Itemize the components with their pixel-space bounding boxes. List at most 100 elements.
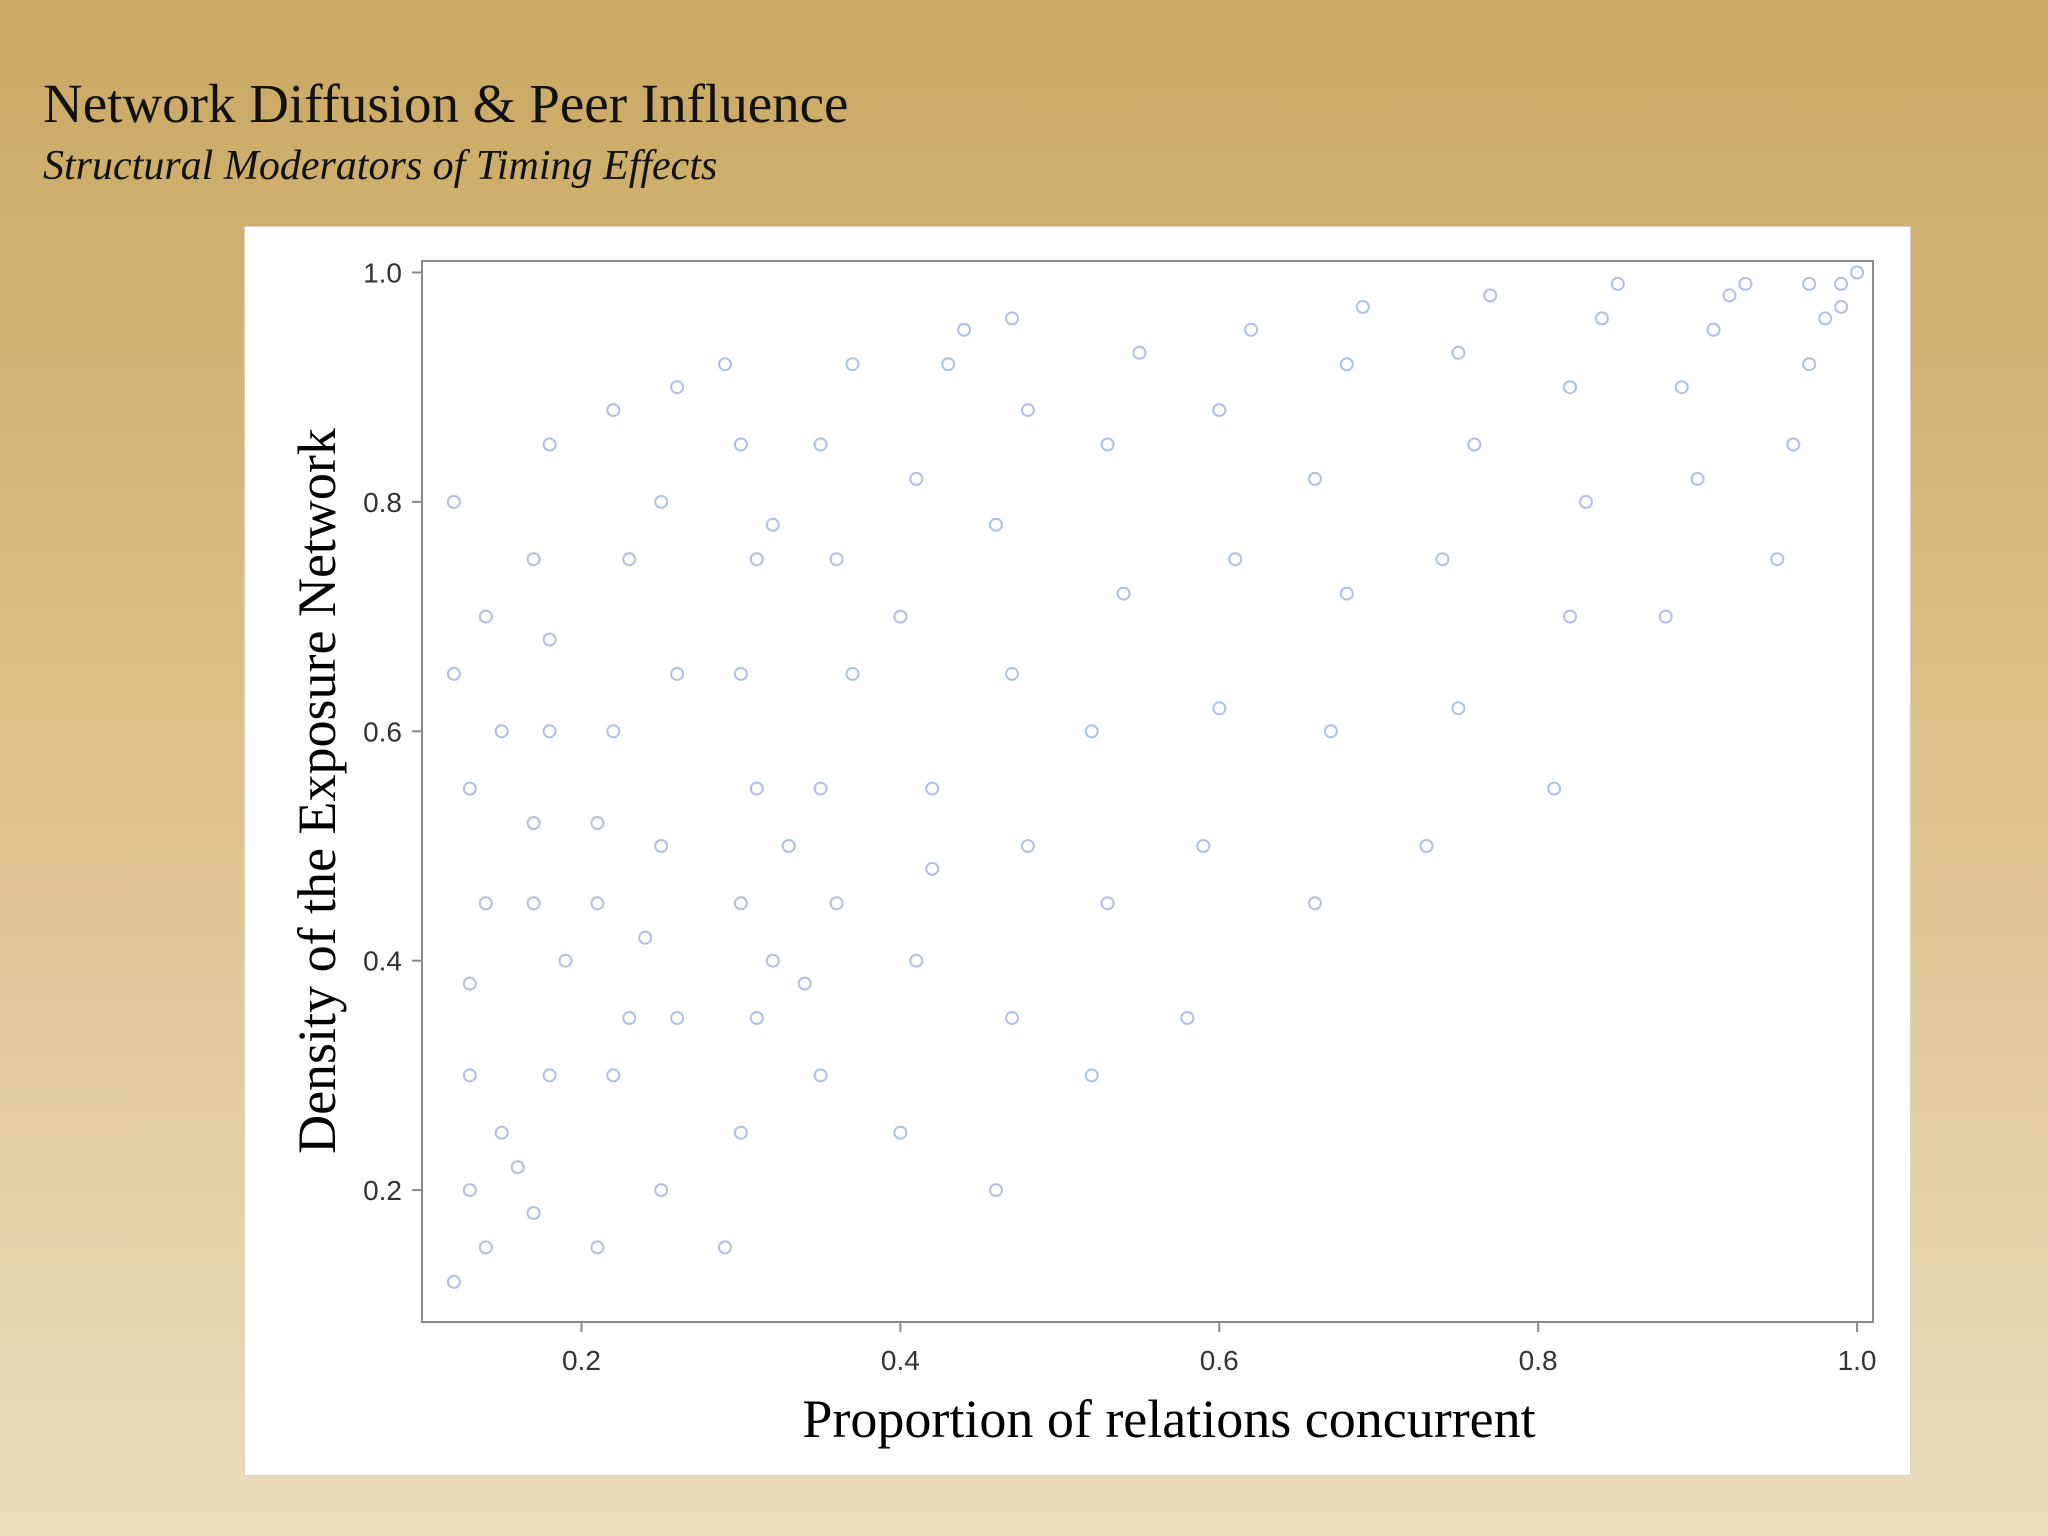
scatter-point <box>462 1068 477 1083</box>
scatter-point <box>829 552 844 567</box>
scatter-point <box>670 666 685 681</box>
points-layer <box>446 265 1865 1289</box>
scatter-point <box>478 609 493 624</box>
chart-panel: 0.2 0.4 0.6 0.8 1.0 0.2 0.4 0.6 0.8 1.0 Proporti… <box>244 226 1911 1476</box>
y-axis-title: Density of the Exposure Network <box>287 428 347 1154</box>
scatter-point <box>829 896 844 911</box>
scatter-point <box>462 781 477 796</box>
scatter-point <box>1802 357 1817 372</box>
scatter-point <box>654 494 669 509</box>
scatter-point <box>845 357 860 372</box>
scatter-point <box>1005 311 1019 326</box>
scatter-point <box>1451 345 1466 360</box>
scatter-point <box>446 494 461 509</box>
scatter-point <box>478 896 493 911</box>
scatter-point <box>526 1206 541 1220</box>
x-axis: 0.2 0.4 0.6 0.8 1.0 <box>562 1322 1877 1376</box>
scatter-point <box>925 861 940 876</box>
scatter-point <box>1674 380 1689 395</box>
y-tick-label: 0.2 <box>363 1175 402 1206</box>
scatter-point <box>1100 896 1115 911</box>
scatter-point <box>462 976 477 991</box>
scatter-point <box>909 953 924 968</box>
scatter-point <box>749 552 764 567</box>
scatter-point <box>606 1068 621 1083</box>
scatter-point <box>494 724 509 739</box>
scatter-point <box>733 437 748 452</box>
y-axis: 0.2 0.4 0.6 0.8 1.0 <box>363 257 422 1206</box>
x-tick-label: 0.2 <box>562 1345 601 1376</box>
scatter-point <box>893 1125 908 1140</box>
scatter-point <box>590 816 605 830</box>
plot-frame <box>421 260 1874 1323</box>
scatter-point <box>1706 322 1721 337</box>
scatter-point <box>925 781 940 796</box>
scatter-point <box>1307 471 1322 486</box>
scatter-point <box>670 380 685 395</box>
scatter-point <box>670 1011 685 1025</box>
scatter-point <box>1547 781 1562 796</box>
y-tick-label: 0.6 <box>363 716 402 747</box>
scatter-point <box>718 357 732 372</box>
scatter-point <box>558 953 573 968</box>
scatter-point <box>1770 552 1785 567</box>
scatter-point <box>1132 345 1147 360</box>
scatter-point <box>606 403 621 418</box>
scatter-point <box>1563 609 1577 624</box>
scatter-point <box>989 517 1003 532</box>
scatter-point <box>1180 1011 1195 1025</box>
scatter-point <box>1467 437 1482 452</box>
scatter-point <box>733 1125 748 1140</box>
scatter-point <box>1084 724 1099 739</box>
scatter-point <box>526 816 541 830</box>
scatter-point <box>622 1011 637 1025</box>
scatter-point <box>733 666 748 681</box>
scatter-point <box>526 896 541 911</box>
y-tick-label: 0.8 <box>363 487 402 518</box>
x-tick-label: 1.0 <box>1838 1345 1877 1376</box>
scatter-point <box>781 839 796 853</box>
scatter-point <box>478 1240 493 1255</box>
scatter-point <box>749 1011 764 1025</box>
scatter-point <box>1323 724 1338 739</box>
scatter-point <box>1244 322 1259 337</box>
scatter-point <box>989 1183 1003 1198</box>
scatter-point <box>542 632 557 647</box>
scatter-point <box>1690 471 1705 486</box>
scatter-point <box>1005 666 1019 681</box>
scatter-point <box>590 1240 605 1255</box>
scatter-point <box>622 552 637 567</box>
scatter-point <box>1100 437 1115 452</box>
scatter-point <box>494 1125 509 1140</box>
y-tick-label: 1.0 <box>363 257 402 288</box>
x-axis-title: Proportion of relations concurrent <box>802 1389 1535 1449</box>
scatter-point <box>654 1183 669 1198</box>
scatter-point <box>1196 839 1211 853</box>
scatter-point <box>1212 403 1227 418</box>
scatter-point <box>1594 311 1609 326</box>
scatter-point <box>1451 701 1466 716</box>
scatter-point <box>462 1183 477 1198</box>
scatter-point <box>1579 494 1593 509</box>
scatter-point <box>813 781 828 796</box>
scatter-point <box>1722 288 1737 303</box>
scatter-point <box>1834 299 1849 314</box>
scatter-point <box>1116 586 1131 601</box>
scatter-point <box>797 976 812 991</box>
scatter-point <box>590 896 605 911</box>
scatter-point <box>1610 276 1625 291</box>
scatter-point <box>1834 276 1849 291</box>
scatter-point <box>813 1068 828 1083</box>
x-tick-label: 0.8 <box>1519 1345 1558 1376</box>
scatter-point <box>893 609 908 624</box>
scatter-point <box>1084 1068 1099 1083</box>
scatter-chart: 0.2 0.4 0.6 0.8 1.0 0.2 0.4 0.6 0.8 1.0 Proporti… <box>287 257 1877 1449</box>
scatter-point <box>1020 403 1035 418</box>
scatter-point <box>1658 609 1673 624</box>
scatter-point <box>941 357 956 372</box>
scatter-point <box>1818 311 1833 326</box>
scatter-point <box>542 724 557 739</box>
scatter-point <box>1339 586 1354 601</box>
scatter-point <box>654 839 669 853</box>
scatter-point <box>1786 437 1801 452</box>
